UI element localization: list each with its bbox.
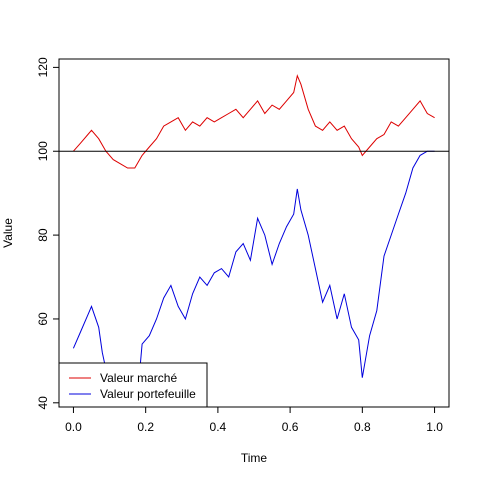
y-axis: 40 60 80 100 120 (36, 57, 60, 410)
legend: Valeur marché Valeur portefeuille (58, 362, 208, 408)
x-tick-label: 1.0 (426, 420, 443, 434)
x-tick-label: 0.0 (65, 420, 82, 434)
y-tick-label: 80 (36, 228, 50, 242)
legend-label-marche: Valeur marché (100, 371, 177, 385)
series-line-0 (73, 74, 435, 169)
y-tick-label: 100 (36, 141, 50, 161)
plot-frame (58, 58, 450, 408)
y-tick-label: 120 (36, 57, 50, 77)
y-axis-label: Value (1, 218, 15, 248)
series-layer (72, 74, 435, 404)
y-tick-label: 40 (36, 396, 50, 410)
x-tick-label: 0.6 (282, 420, 299, 434)
x-axis: 0.0 0.2 0.4 0.6 0.8 1.0 (65, 406, 443, 434)
y-tick-label: 60 (36, 312, 50, 326)
x-tick-label: 0.8 (354, 420, 371, 434)
x-axis-label: Time (241, 451, 268, 465)
legend-box (58, 362, 208, 408)
legend-label-portefeuille: Valeur portefeuille (100, 387, 196, 401)
x-tick-label: 0.2 (137, 420, 154, 434)
x-tick-label: 0.4 (210, 420, 227, 434)
